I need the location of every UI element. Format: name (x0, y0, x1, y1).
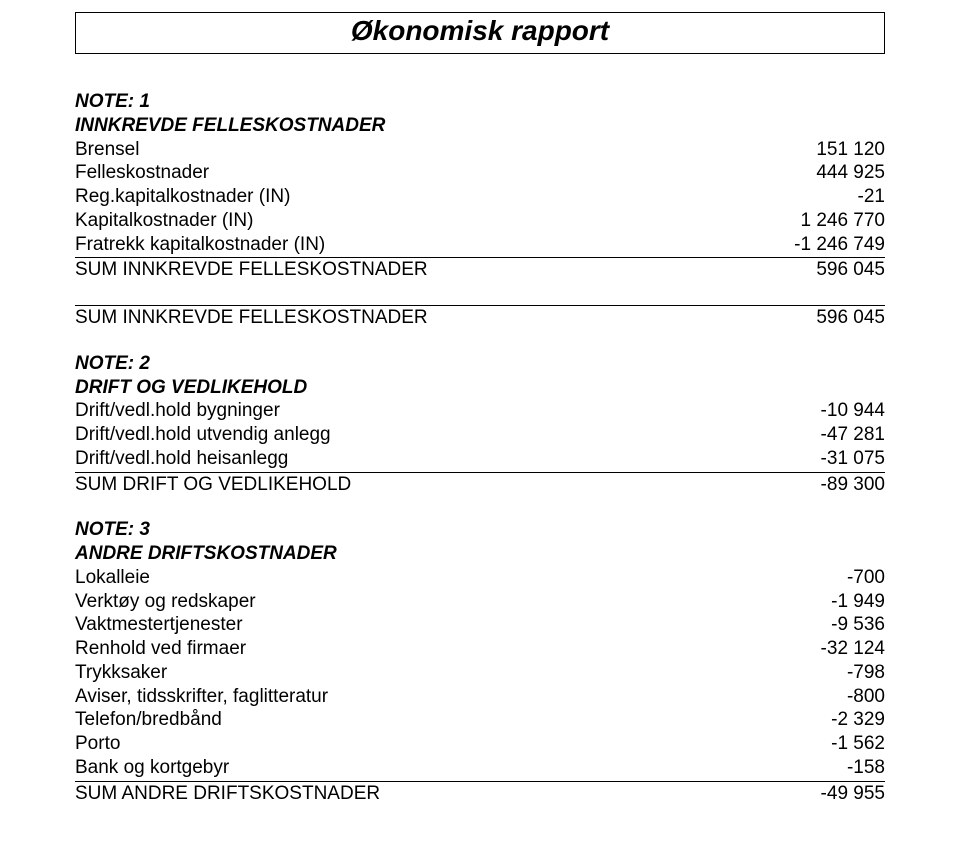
row-label: Verktøy og redskaper (75, 590, 755, 614)
note-3-row: Trykksaker -798 (75, 661, 885, 685)
sum-label: SUM ANDRE DRIFTSKOSTNADER (75, 782, 755, 806)
row-label: Kapitalkostnader (IN) (75, 209, 755, 233)
row-value: 1 246 770 (755, 209, 885, 233)
row-label: Drift/vedl.hold bygninger (75, 399, 755, 423)
note-2-block: NOTE: 2 DRIFT OG VEDLIKEHOLD Drift/vedl.… (75, 352, 885, 497)
note-3-block: NOTE: 3 ANDRE DRIFTSKOSTNADER Lokalleie … (75, 518, 885, 805)
page-title: Økonomisk rapport (351, 15, 609, 46)
row-value: -1 562 (755, 732, 885, 756)
note-3-heading-line2: ANDRE DRIFTSKOSTNADER (75, 542, 885, 566)
row-value: -798 (755, 661, 885, 685)
page-title-box: Økonomisk rapport (75, 12, 885, 54)
note-1-sum-row: SUM INNKREVDE FELLESKOSTNADER 596 045 (75, 257, 885, 282)
note-3-sum-row: SUM ANDRE DRIFTSKOSTNADER -49 955 (75, 781, 885, 806)
row-label: Reg.kapitalkostnader (IN) (75, 185, 755, 209)
row-value: -800 (755, 685, 885, 709)
row-label: Drift/vedl.hold utvendig anlegg (75, 423, 755, 447)
row-value: -158 (755, 756, 885, 780)
note-3-heading-line1: NOTE: 3 (75, 518, 885, 542)
row-label: Vaktmestertjenester (75, 613, 755, 637)
row-label: Porto (75, 732, 755, 756)
row-value: 444 925 (755, 161, 885, 185)
sum-label: SUM INNKREVDE FELLESKOSTNADER (75, 258, 755, 282)
row-value: 151 120 (755, 138, 885, 162)
row-label: Felleskostnader (75, 161, 755, 185)
sum-value: -89 300 (755, 473, 885, 497)
sum-value: 596 045 (755, 258, 885, 282)
note-2-heading-line2: DRIFT OG VEDLIKEHOLD (75, 376, 885, 400)
row-label: Brensel (75, 138, 755, 162)
note-3-row: Porto -1 562 (75, 732, 885, 756)
note-3-row: Bank og kortgebyr -158 (75, 756, 885, 780)
note-1-sum-row-2: SUM INNKREVDE FELLESKOSTNADER 596 045 (75, 305, 885, 330)
note-2-heading-line1: NOTE: 2 (75, 352, 885, 376)
row-label: Telefon/bredbånd (75, 708, 755, 732)
note-2-row: Drift/vedl.hold heisanlegg -31 075 (75, 447, 885, 471)
row-label: Renhold ved firmaer (75, 637, 755, 661)
note-2-row: Drift/vedl.hold utvendig anlegg -47 281 (75, 423, 885, 447)
note-3-row: Lokalleie -700 (75, 566, 885, 590)
note-1-row: Brensel 151 120 (75, 138, 885, 162)
note-1-row: Felleskostnader 444 925 (75, 161, 885, 185)
row-label: Trykksaker (75, 661, 755, 685)
row-value: -32 124 (755, 637, 885, 661)
sum-value: 596 045 (755, 306, 885, 330)
row-value: -21 (755, 185, 885, 209)
note-2-sum-row: SUM DRIFT OG VEDLIKEHOLD -89 300 (75, 472, 885, 497)
note-3-row: Aviser, tidsskrifter, faglitteratur -800 (75, 685, 885, 709)
note-1-row: Reg.kapitalkostnader (IN) -21 (75, 185, 885, 209)
sum-label: SUM INNKREVDE FELLESKOSTNADER (75, 306, 755, 330)
row-value: -1 246 749 (755, 233, 885, 257)
row-label: Bank og kortgebyr (75, 756, 755, 780)
row-label: Fratrekk kapitalkostnader (IN) (75, 233, 755, 257)
note-3-row: Renhold ved firmaer -32 124 (75, 637, 885, 661)
row-value: -1 949 (755, 590, 885, 614)
note-2-row: Drift/vedl.hold bygninger -10 944 (75, 399, 885, 423)
sum-label: SUM DRIFT OG VEDLIKEHOLD (75, 473, 755, 497)
note-3-row: Verktøy og redskaper -1 949 (75, 590, 885, 614)
note-3-row: Vaktmestertjenester -9 536 (75, 613, 885, 637)
row-value: -700 (755, 566, 885, 590)
row-label: Lokalleie (75, 566, 755, 590)
row-value: -31 075 (755, 447, 885, 471)
row-value: -2 329 (755, 708, 885, 732)
note-1-heading-line1: NOTE: 1 (75, 90, 885, 114)
row-value: -10 944 (755, 399, 885, 423)
note-1-row: Kapitalkostnader (IN) 1 246 770 (75, 209, 885, 233)
note-1-block: NOTE: 1 INNKREVDE FELLESKOSTNADER Brense… (75, 90, 885, 330)
row-label: Drift/vedl.hold heisanlegg (75, 447, 755, 471)
row-label: Aviser, tidsskrifter, faglitteratur (75, 685, 755, 709)
row-value: -9 536 (755, 613, 885, 637)
note-3-row: Telefon/bredbånd -2 329 (75, 708, 885, 732)
note-1-row: Fratrekk kapitalkostnader (IN) -1 246 74… (75, 233, 885, 257)
row-value: -47 281 (755, 423, 885, 447)
sum-value: -49 955 (755, 782, 885, 806)
note-1-heading-line2: INNKREVDE FELLESKOSTNADER (75, 114, 885, 138)
